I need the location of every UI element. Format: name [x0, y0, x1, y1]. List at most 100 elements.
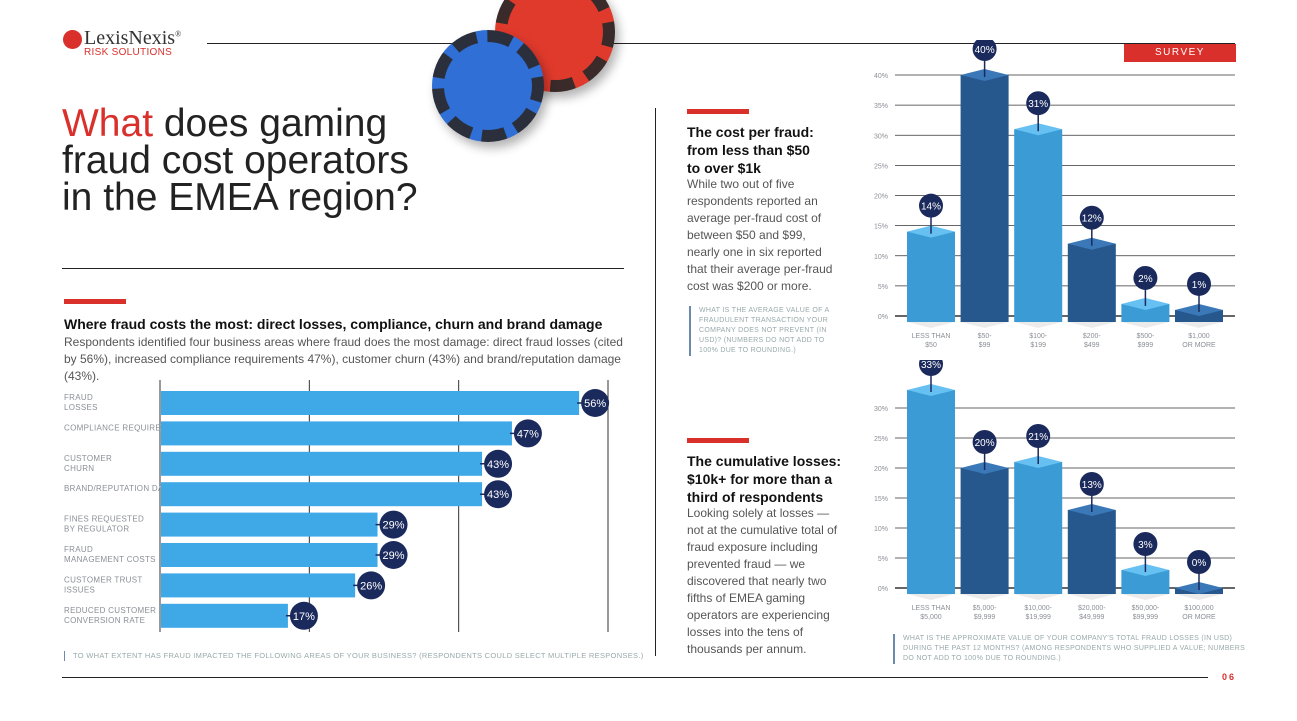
category-label: $200-$499 [1083, 333, 1102, 349]
value-badge [513, 419, 542, 448]
value-label: 47% [517, 428, 539, 440]
category-label: FRAUD MANAGEMENT COSTS [64, 545, 156, 564]
bar [1067, 510, 1116, 594]
category-label: REDUCED CUSTOMER CONVERSION RATE [64, 606, 156, 625]
value-badge [1079, 205, 1104, 230]
survey-findings-badge: SURVEY FINDINGS [1124, 44, 1236, 76]
y-tick-label: 0% [878, 586, 888, 593]
value-label: 31% [1028, 99, 1048, 110]
value-label: 14% [921, 202, 941, 213]
bar [907, 390, 955, 594]
category-label: $5,000-$9,999 [973, 605, 997, 621]
value-badge [919, 193, 943, 218]
column-divider [655, 108, 656, 656]
bar-shade [907, 390, 955, 600]
value-badge [357, 571, 386, 600]
y-tick-label: 20% [874, 194, 888, 201]
value-badge [1079, 472, 1104, 496]
y-tick-label: 5% [878, 284, 888, 291]
value-label: 17% [293, 611, 315, 623]
category-label: $50,000-$99,999 [1132, 605, 1160, 621]
bar [161, 543, 378, 567]
title-highlight: What [62, 102, 154, 145]
value-label: 13% [1082, 480, 1102, 491]
category-label: COMPLIANCE REQUIREMENTS [64, 423, 190, 432]
bar [1121, 303, 1170, 322]
bar-shade [1175, 588, 1223, 600]
section2-accent [687, 109, 749, 114]
bar-shade [1067, 510, 1116, 600]
category-label: LESS THAN $50 [912, 333, 951, 349]
brand-name-text: LexisNexis [84, 27, 176, 49]
y-tick-label: 40% [874, 73, 888, 80]
y-tick-label: 15% [874, 224, 888, 231]
section1-note: TO WHAT EXTENT HAS FRAUD IMPACTED THE FO… [64, 651, 664, 661]
category-label: $20,000-$49,999 [1078, 605, 1106, 621]
y-tick-label: 25% [874, 436, 888, 443]
y-tick-label: 5% [878, 556, 888, 563]
value-badge [972, 430, 997, 454]
value-label: 33% [921, 360, 941, 371]
value-badge [1133, 532, 1158, 556]
bar [161, 573, 356, 598]
value-badge [484, 449, 513, 478]
title-rest: does gaming fraud cost operators in the … [62, 102, 418, 219]
value-label: 56% [584, 398, 606, 410]
bar-shade [960, 468, 1009, 600]
value-badge [919, 360, 943, 376]
value-badge [379, 510, 408, 539]
bar-shade [1121, 303, 1170, 328]
category-label: CUSTOMER TRUST ISSUES [64, 575, 143, 594]
y-tick-label: 25% [874, 163, 888, 170]
bar [960, 75, 1009, 322]
footer-rule [62, 677, 1208, 678]
section1-body: Respondents identified four business are… [64, 335, 623, 383]
section1-accent [64, 299, 126, 304]
category-label: $1,000 OR MORE [1182, 333, 1216, 349]
category-label: $100,000 OR MORE [1182, 605, 1216, 621]
section2-note: WHAT IS THE AVERAGE VALUE OF A FRAUDULEN… [689, 306, 839, 356]
category-label: BRAND/REPUTATION DAMAGE [64, 484, 188, 493]
category-label: $10,000-$19,999 [1024, 605, 1052, 621]
value-badge [972, 40, 997, 61]
bar-shade [1175, 309, 1223, 328]
value-badge [379, 541, 408, 569]
bar [1175, 309, 1223, 322]
value-label: 3% [1138, 540, 1153, 551]
cumulative-losses-chart: 0% 5% 10% 15% 20% 25% 30% 33% LESS THAN $5,000 20%… [874, 360, 1235, 621]
section3-body: Looking solely at losses — not at the cu… [687, 506, 838, 656]
value-label: 1% [1192, 280, 1207, 291]
value-label: 12% [1082, 214, 1102, 225]
bar-shade [1121, 570, 1170, 600]
value-badge [484, 480, 513, 509]
bar-shade [1067, 243, 1116, 328]
value-label: 26% [360, 580, 382, 592]
value-badge [1133, 265, 1158, 290]
bar [1014, 129, 1063, 322]
value-badge [1187, 550, 1211, 574]
bar [161, 451, 483, 476]
bar [907, 231, 955, 322]
bar-shade [1014, 129, 1063, 328]
page-title: What does gaming fraud cost operators in… [62, 102, 442, 219]
value-badge [581, 389, 610, 417]
blue-chip-icon [432, 30, 544, 142]
y-tick-label: 35% [874, 103, 888, 110]
bar [161, 603, 288, 628]
value-label: 43% [487, 489, 509, 501]
cost-per-fraud-chart: 0% 5% 10% 15% 20% 25% 30% 35% 40% 14% LESS THAN $50… [874, 40, 1235, 349]
value-label: 40% [975, 45, 995, 56]
category-label: FRAUD LOSSES [64, 393, 98, 412]
category-label: $100-$199 [1029, 333, 1048, 349]
bar-shade [907, 231, 955, 328]
y-tick-label: 20% [874, 466, 888, 473]
section1-heading: Where fraud costs the most: direct losse… [64, 316, 603, 332]
y-tick-label: 10% [874, 526, 888, 533]
value-badge [1026, 424, 1051, 448]
value-label: 29% [383, 520, 405, 532]
bar [1014, 462, 1063, 594]
section2-body: While two out of five respondents report… [687, 177, 833, 293]
category-label: $500-$999 [1136, 333, 1155, 349]
category-label: $50-$99 [978, 333, 993, 349]
bar-shade [1014, 462, 1063, 600]
